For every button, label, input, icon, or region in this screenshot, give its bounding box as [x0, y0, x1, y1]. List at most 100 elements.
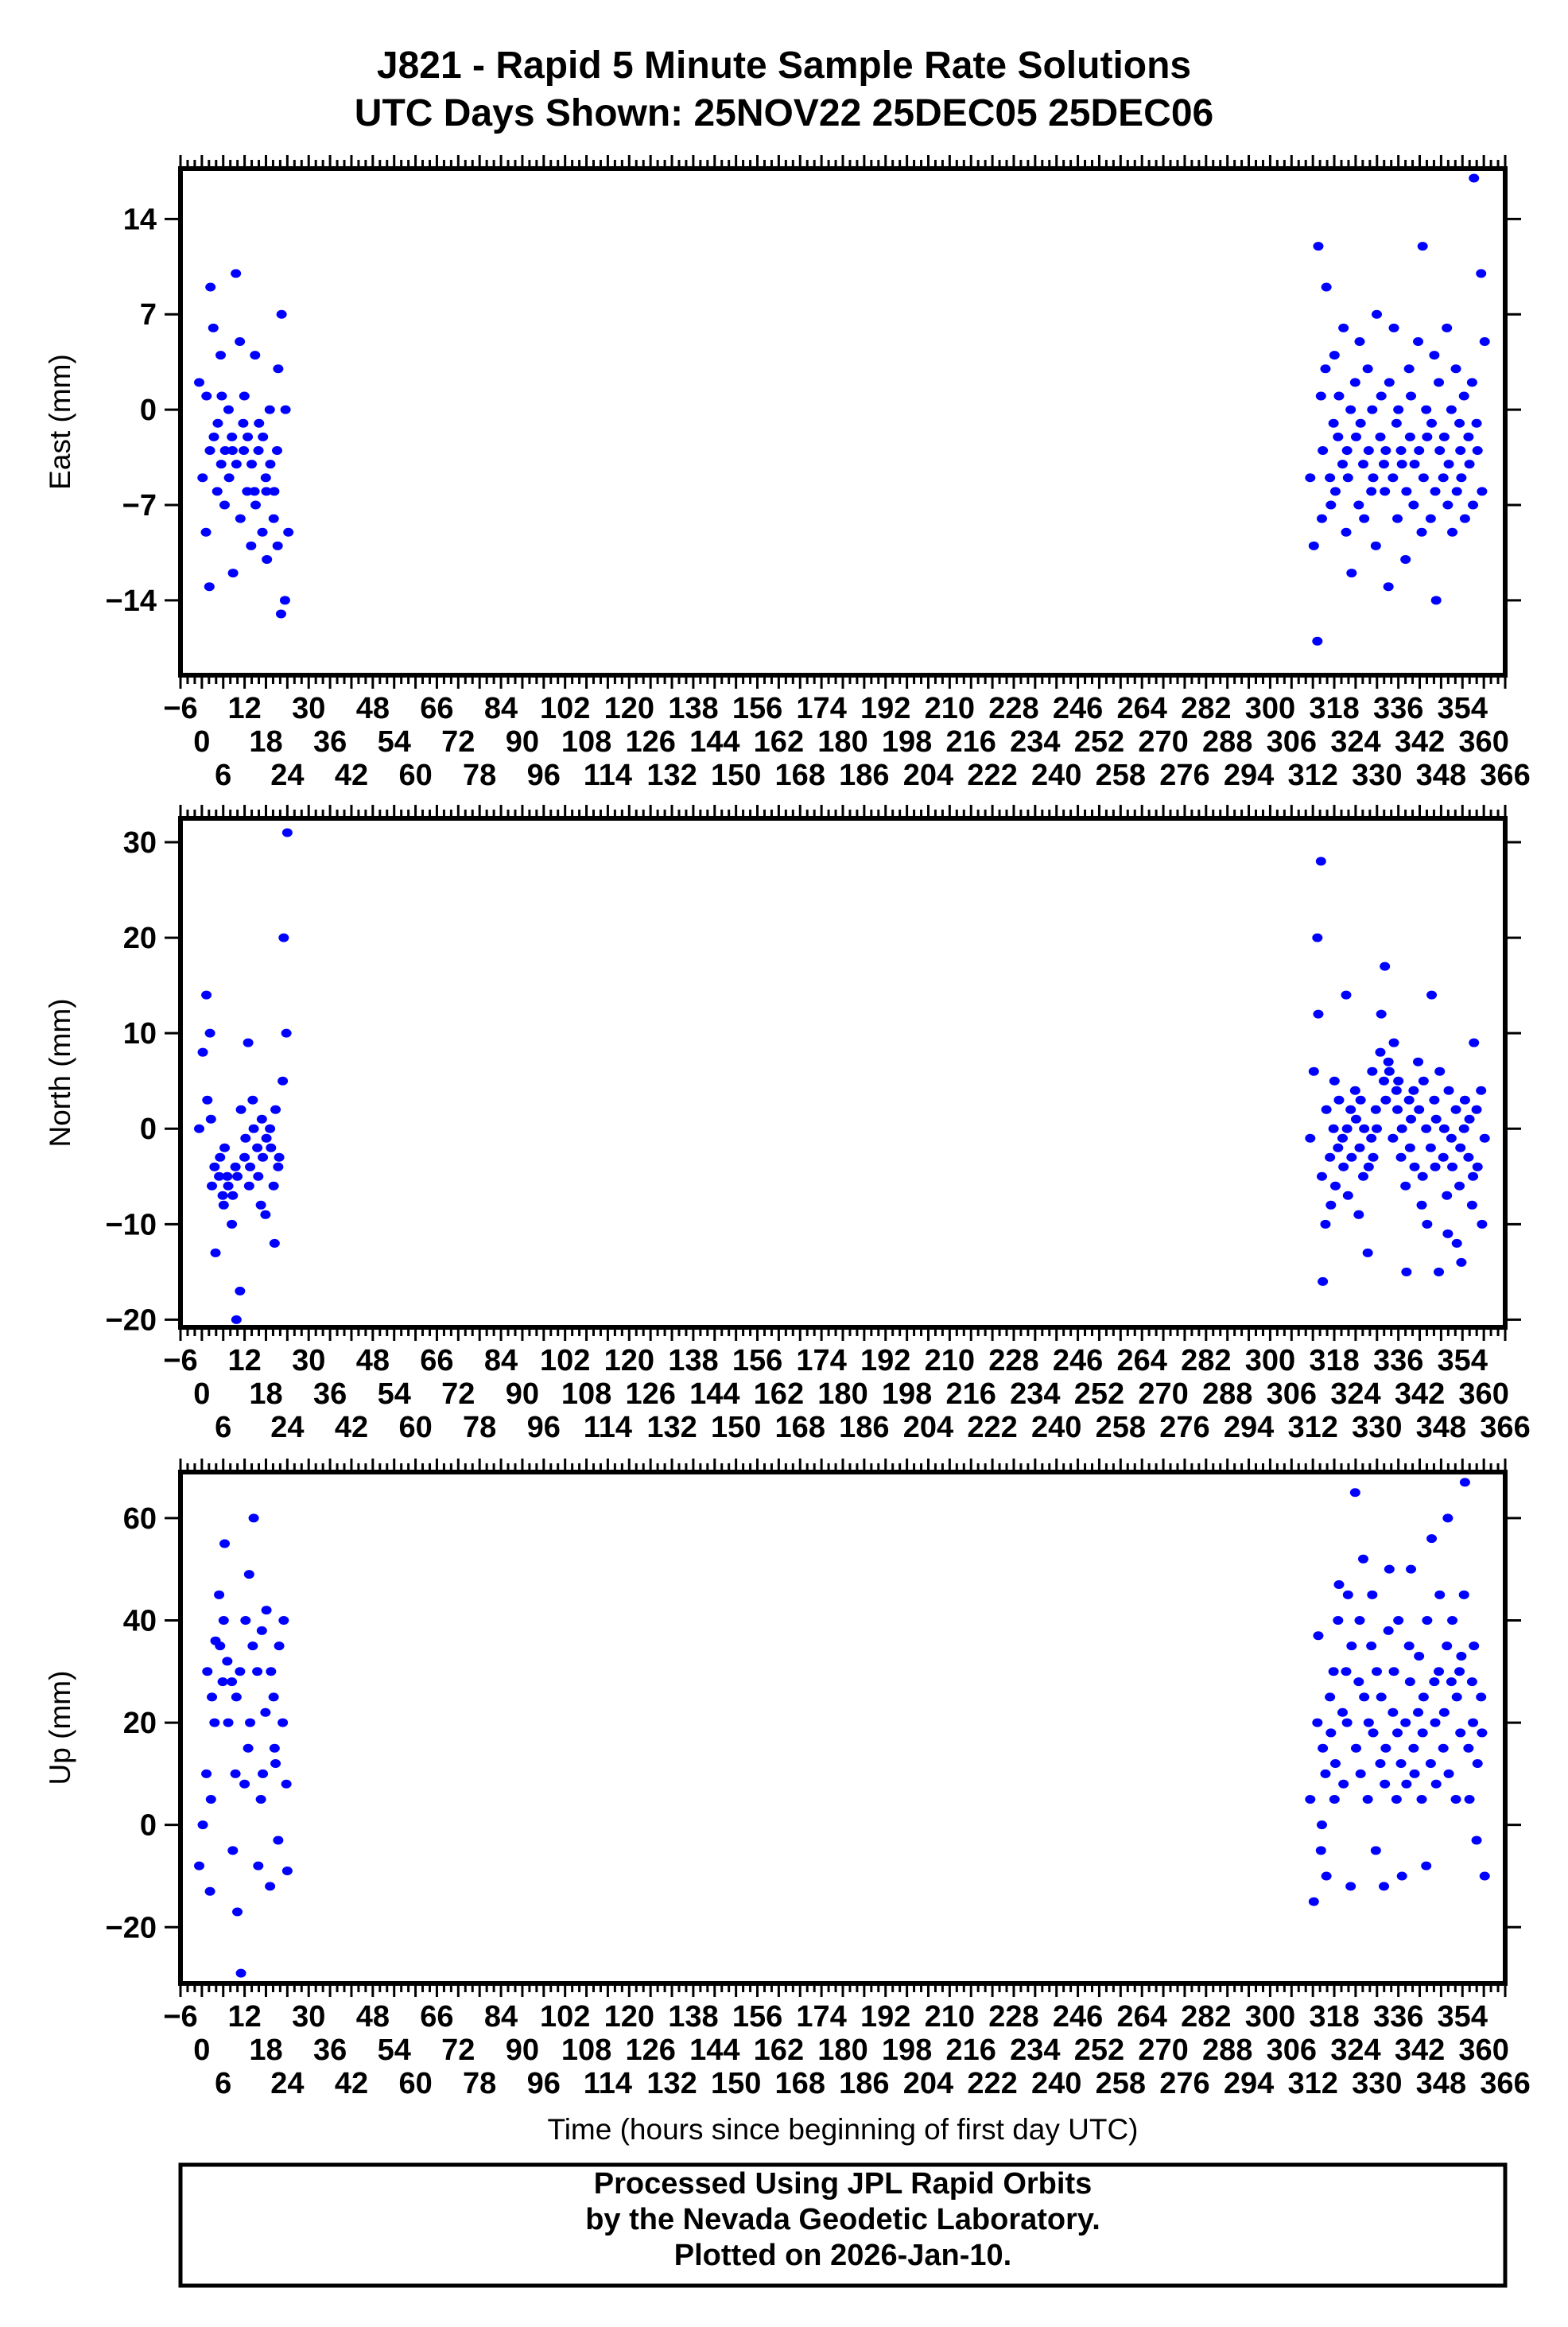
x-tick-label: 234 [1010, 1377, 1060, 1411]
data-point [1416, 527, 1427, 537]
data-point [1446, 405, 1457, 414]
x-tick-label: 300 [1245, 2000, 1295, 2034]
x-tick-label: 240 [1031, 1411, 1081, 1444]
data-point [223, 473, 235, 483]
data-point [1438, 1743, 1449, 1753]
data-point [1477, 487, 1488, 496]
panels: −606121824303642485460667278849096102108… [44, 155, 1531, 2100]
x-tick-label: 366 [1480, 759, 1530, 792]
data-point [245, 1718, 256, 1727]
data-point [250, 500, 261, 510]
data-point [1329, 1076, 1340, 1086]
x-tick-label: 312 [1287, 2067, 1337, 2100]
x-tick-label: 234 [1010, 725, 1060, 759]
data-point [1333, 1579, 1345, 1589]
data-point [270, 1759, 281, 1769]
data-point [1409, 1162, 1420, 1171]
data-point [1353, 500, 1364, 510]
data-point [268, 1692, 279, 1702]
data-point [1447, 527, 1458, 537]
data-point [212, 418, 223, 428]
x-tick-label: 282 [1181, 1344, 1231, 1377]
data-point [1338, 1779, 1349, 1789]
data-point [209, 1718, 220, 1727]
data-point [1363, 1718, 1374, 1727]
data-point [215, 460, 227, 469]
x-tick-label: 270 [1138, 725, 1188, 759]
data-point [194, 1124, 205, 1133]
data-point [1416, 1200, 1427, 1210]
data-point [1479, 336, 1490, 346]
x-tick-label: 198 [882, 1377, 932, 1411]
data-point [1421, 1861, 1432, 1871]
data-point [217, 1677, 228, 1687]
x-tick-label: 54 [378, 725, 411, 759]
x-tick-label: 180 [817, 2034, 867, 2067]
footer-line-3: Plotted on 2026-Jan-10. [674, 2239, 1011, 2272]
x-tick-label: 198 [882, 725, 932, 759]
data-point [1408, 1086, 1419, 1095]
x-tick-label: 30 [292, 1344, 325, 1377]
data-point [1337, 460, 1348, 469]
x-tick-label: 132 [646, 2067, 697, 2100]
data-point [243, 1743, 254, 1753]
data-point [1464, 1795, 1475, 1804]
data-point [1305, 1133, 1316, 1143]
x-tick-label: 42 [335, 759, 368, 792]
data-point [1446, 1677, 1457, 1687]
data-point [227, 1219, 238, 1229]
data-point [231, 460, 242, 469]
x-tick-label: 12 [227, 2000, 261, 2034]
x-tick-label: 174 [796, 692, 846, 725]
data-point [1388, 323, 1399, 332]
data-point [1443, 460, 1454, 469]
x-tick-label: 228 [988, 2000, 1038, 2034]
data-point [1312, 933, 1323, 942]
data-point [1350, 1743, 1361, 1753]
x-tick-label: 108 [561, 725, 611, 759]
data-point [1349, 378, 1360, 387]
data-point [227, 1191, 239, 1200]
x-tick-label: 282 [1181, 2000, 1231, 2034]
data-point [264, 405, 275, 414]
data-point [1430, 1718, 1441, 1727]
data-point [235, 336, 246, 346]
x-tick-label: 210 [925, 1344, 975, 1377]
data-point [1321, 1871, 1332, 1881]
x-tick-label: 342 [1395, 1377, 1445, 1411]
x-tick-label: 132 [646, 1411, 697, 1444]
data-point [1396, 1124, 1407, 1133]
x-tick-label: 0 [193, 725, 210, 759]
x-tick-label: 138 [668, 2000, 718, 2034]
data-point [281, 1867, 293, 1876]
data-point [1372, 309, 1383, 319]
data-point [215, 1152, 226, 1162]
data-point [1442, 1513, 1454, 1523]
data-point [1451, 1692, 1462, 1702]
data-point [204, 445, 215, 455]
x-tick-label: 204 [903, 759, 953, 792]
data-point [197, 1047, 208, 1057]
data-point [1400, 554, 1411, 564]
data-point [260, 1210, 271, 1219]
x-tick-label: 6 [215, 759, 231, 792]
data-point [1325, 1152, 1336, 1162]
data-point [205, 1114, 216, 1124]
data-point [1368, 1728, 1379, 1738]
x-tick-label: 180 [817, 1377, 867, 1411]
x-tick-label: 288 [1202, 2034, 1252, 2067]
data-point [1391, 418, 1402, 428]
data-point [1376, 1009, 1387, 1019]
data-point [1476, 269, 1487, 278]
data-point [218, 1200, 229, 1210]
data-point [1342, 473, 1353, 483]
data-point [1384, 1564, 1395, 1574]
data-point [270, 1105, 281, 1114]
y-tick-label: 10 [123, 1017, 157, 1051]
data-point [1368, 1152, 1379, 1162]
data-point [271, 445, 282, 455]
data-point [1464, 460, 1475, 469]
data-point [1451, 487, 1462, 496]
x-tick-label: 174 [796, 2000, 846, 2034]
data-point [1413, 1057, 1424, 1066]
